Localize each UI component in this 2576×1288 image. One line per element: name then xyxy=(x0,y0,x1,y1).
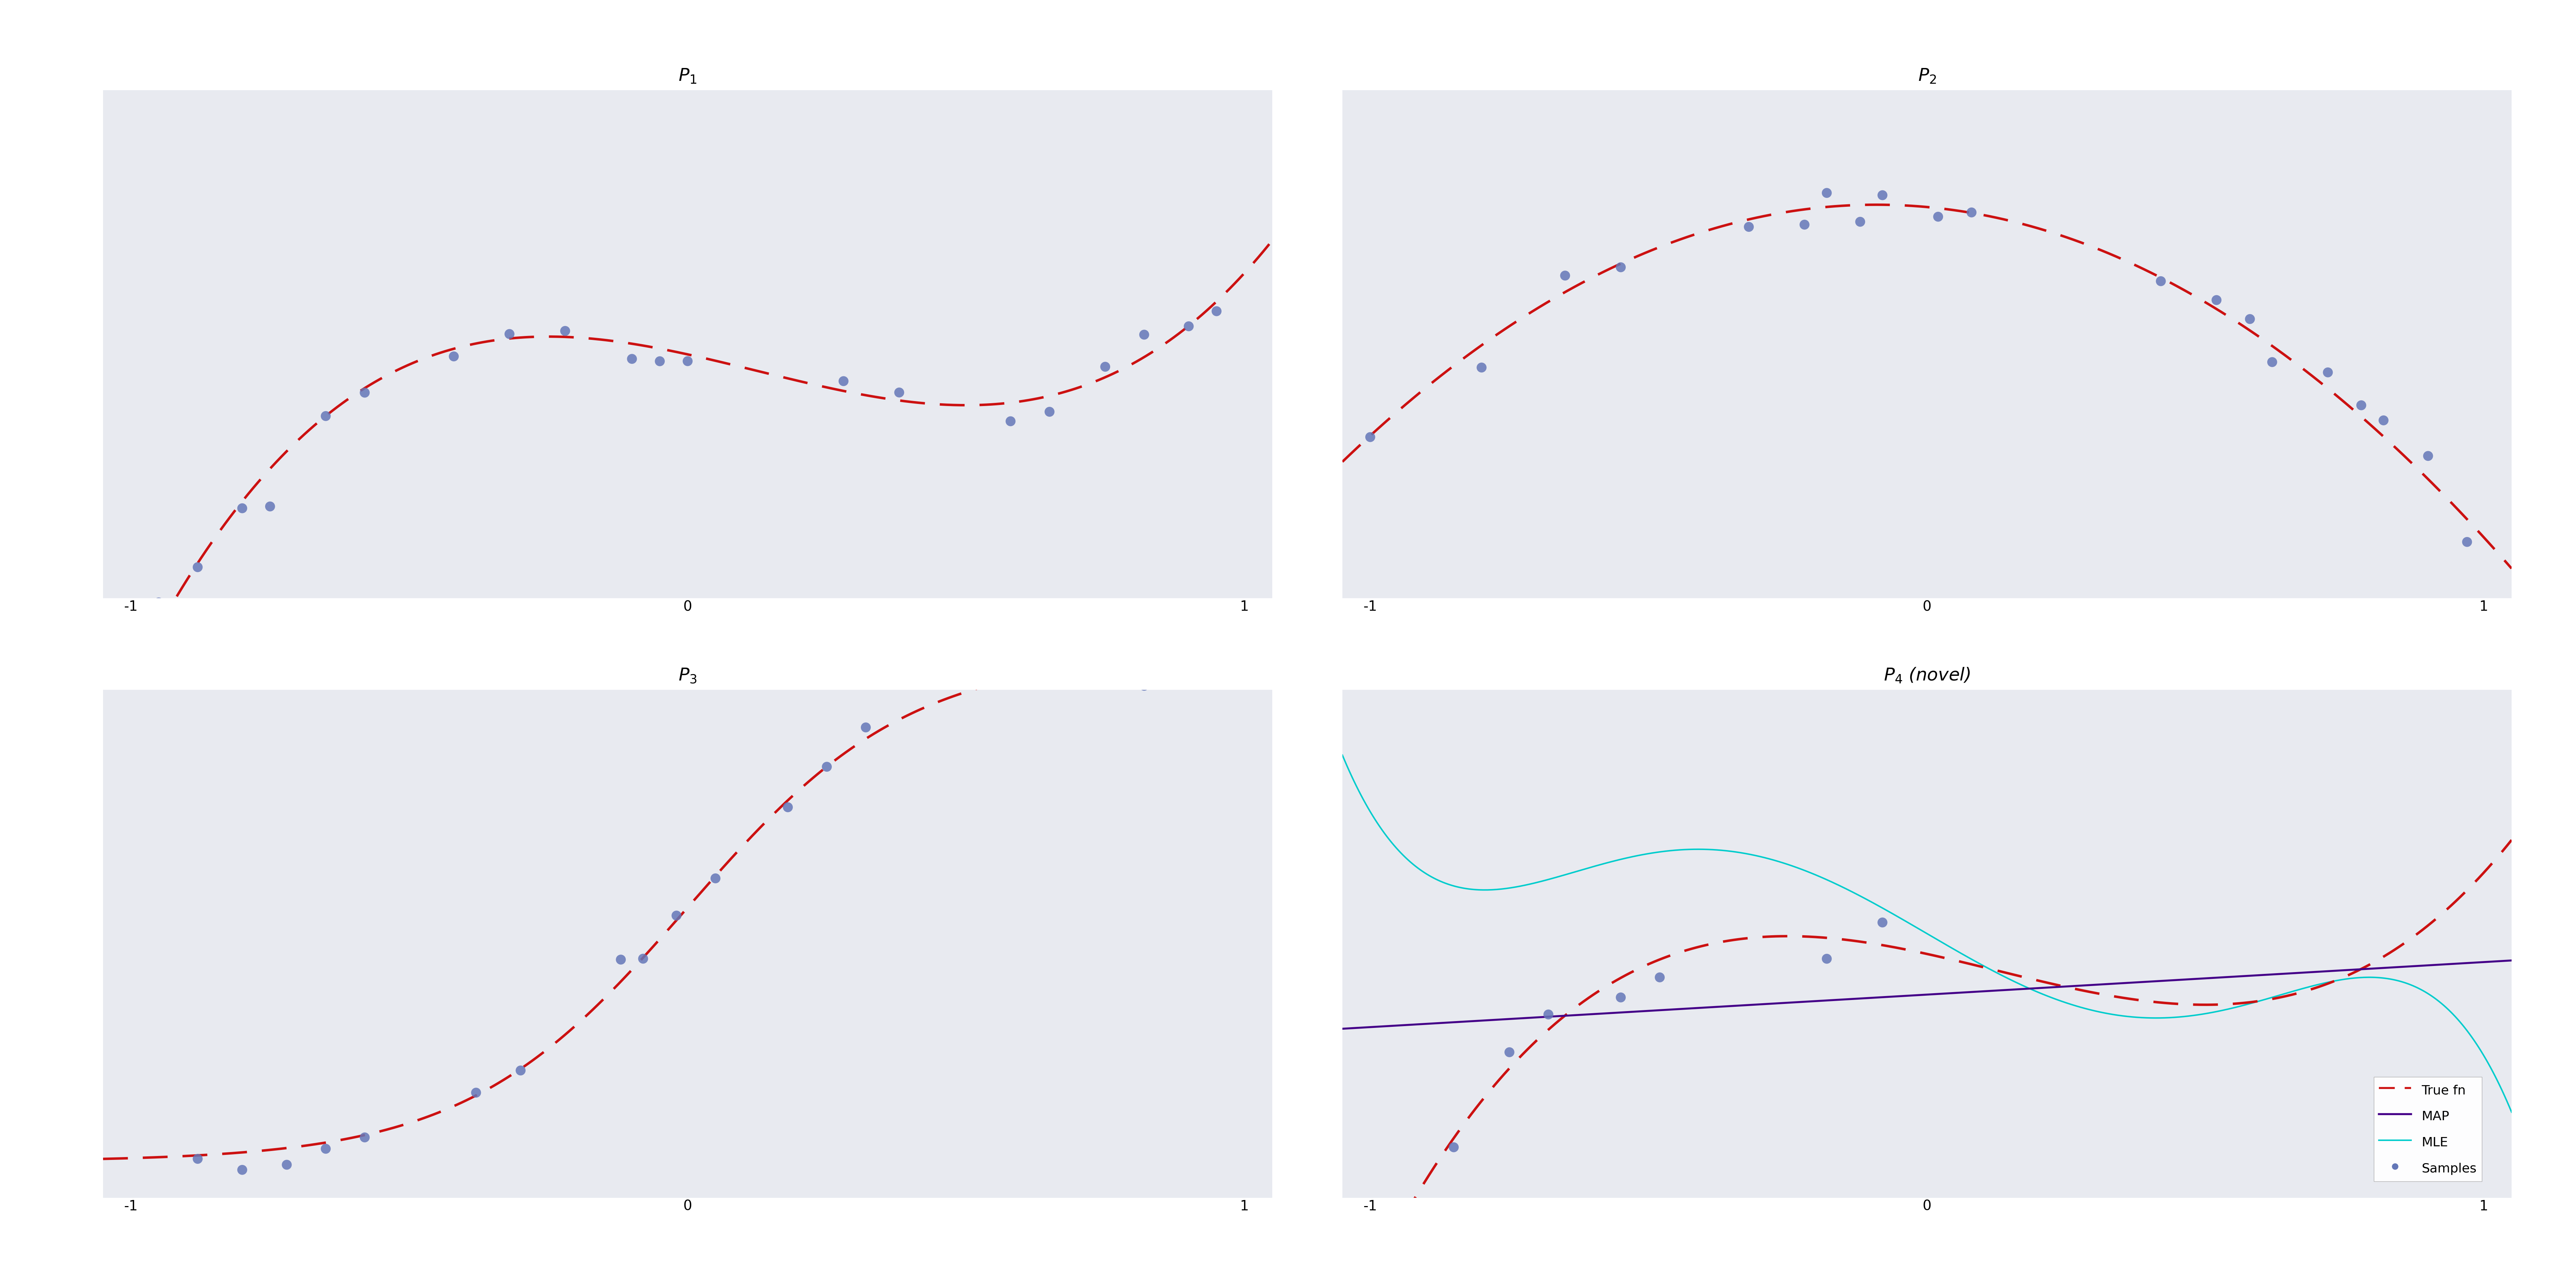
Point xyxy=(2342,395,2383,416)
Point xyxy=(139,592,180,613)
Point xyxy=(696,868,737,889)
Point xyxy=(1123,325,1164,345)
Point xyxy=(2362,410,2403,430)
Point xyxy=(345,383,386,403)
Point xyxy=(500,1060,541,1081)
Point xyxy=(1028,402,1069,422)
Point xyxy=(1546,265,1587,286)
Point xyxy=(1839,211,1880,232)
Legend: True fn, MAP, MLE, Samples: True fn, MAP, MLE, Samples xyxy=(2372,1077,2481,1181)
Title: $P_1$: $P_1$ xyxy=(677,67,698,85)
Point xyxy=(1806,948,1847,969)
Point xyxy=(1167,316,1208,336)
Point xyxy=(2141,270,2182,291)
Point xyxy=(878,383,920,403)
Point xyxy=(1461,357,1502,377)
Point xyxy=(1350,426,1391,447)
Point xyxy=(1600,987,1641,1007)
Point xyxy=(623,948,665,969)
Point xyxy=(1806,183,1847,204)
Point xyxy=(304,1139,345,1159)
Point xyxy=(1862,185,1904,206)
Point xyxy=(544,321,585,341)
Point xyxy=(178,1149,219,1170)
Point xyxy=(657,905,698,926)
Point xyxy=(1917,206,1958,227)
Point xyxy=(2409,446,2450,466)
Title: $P_4$ (novel): $P_4$ (novel) xyxy=(1883,666,1971,684)
Point xyxy=(667,350,708,371)
Point xyxy=(1157,659,1198,680)
Point xyxy=(1489,1042,1530,1063)
Point xyxy=(250,496,291,516)
Point xyxy=(222,1159,263,1180)
Point xyxy=(178,556,219,577)
Point xyxy=(1950,202,1991,223)
Point xyxy=(265,1154,307,1175)
Point xyxy=(2447,532,2488,553)
Point xyxy=(639,350,680,371)
Point xyxy=(456,1082,497,1103)
Point xyxy=(989,411,1030,431)
Point xyxy=(2228,309,2269,330)
Point xyxy=(489,323,531,344)
Point xyxy=(345,1127,386,1148)
Point xyxy=(1728,216,1770,237)
Point xyxy=(1084,357,1126,377)
Point xyxy=(822,371,863,392)
Point xyxy=(1432,1137,1473,1158)
Point xyxy=(600,949,641,970)
Point xyxy=(845,717,886,738)
Point xyxy=(806,756,848,777)
Point xyxy=(2308,362,2349,383)
Point xyxy=(304,406,345,426)
Point xyxy=(433,346,474,367)
Point xyxy=(611,349,652,370)
Title: $P_3$: $P_3$ xyxy=(677,667,698,685)
Point xyxy=(1195,301,1236,322)
Point xyxy=(1862,912,1904,933)
Point xyxy=(1123,675,1164,696)
Point xyxy=(1600,258,1641,278)
Point xyxy=(2195,290,2236,310)
Point xyxy=(2251,352,2293,372)
Point xyxy=(1785,214,1826,234)
Point xyxy=(222,498,263,519)
Point xyxy=(1528,1005,1569,1025)
Point xyxy=(1638,967,1680,988)
Title: $P_2$: $P_2$ xyxy=(1919,67,1937,85)
Point xyxy=(768,797,809,818)
Point xyxy=(1084,667,1126,688)
